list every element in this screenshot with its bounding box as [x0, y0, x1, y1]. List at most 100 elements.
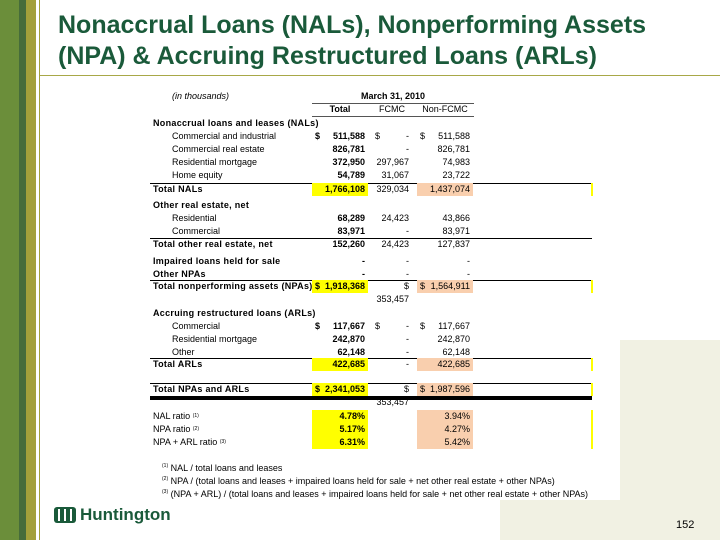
- currency-symbol: $: [375, 321, 381, 331]
- logo-text: Huntington: [80, 505, 171, 524]
- highlight-marker: [591, 183, 593, 196]
- total-cell: 6.31%: [312, 436, 368, 449]
- cell-value: 1,437,074: [429, 184, 470, 194]
- cell-value: 826,781: [332, 144, 365, 154]
- non-fcmc-cell: 3.94%: [417, 410, 473, 423]
- cell-value: 6.31%: [339, 437, 365, 447]
- cell-value: 54,789: [337, 170, 365, 180]
- fcmc-cell: -: [372, 358, 412, 371]
- table-row: Total NPAs and ARLs $2,341,053 $ 353,457 $1…: [150, 383, 593, 407]
- row-label-text: Total other real estate, net: [153, 239, 273, 249]
- table-row: Commercial real estate 826,781 - 826,781: [150, 143, 592, 156]
- cell-value: -: [406, 359, 409, 369]
- table-row: Impaired loans held for sale - - -: [150, 255, 592, 268]
- page-number: 152: [676, 519, 695, 531]
- row-label: Nonaccrual loans and leases (NALs): [153, 117, 319, 130]
- row-label: Accruing restructured loans (ARLs): [153, 307, 316, 320]
- cell-value: 297,967: [376, 157, 409, 167]
- table-row: Residential 68,289 24,423 43,866: [150, 212, 592, 225]
- non-fcmc-cell: -: [417, 268, 473, 281]
- row-label: Total NALs: [153, 183, 203, 196]
- cell-value: 62,148: [337, 347, 365, 357]
- currency-symbol: $: [420, 321, 426, 331]
- total-cell: 83,971: [312, 225, 368, 238]
- cell-value: -: [406, 334, 409, 344]
- total-rule: [150, 183, 592, 184]
- highlight-marker: [591, 383, 593, 396]
- cell-value: 83,971: [442, 226, 470, 236]
- row-label: Other real estate, net: [153, 199, 249, 212]
- header-rule: [312, 103, 474, 104]
- cell-value: 1,564,911: [430, 281, 470, 291]
- total-rule: [150, 358, 592, 359]
- total-cell: $117,667: [312, 320, 368, 333]
- row-label: NPA ratio (2): [153, 423, 199, 436]
- total-cell: -: [312, 268, 368, 281]
- non-fcmc-cell: 23,722: [417, 169, 473, 182]
- row-label: Other NPAs: [153, 268, 206, 281]
- row-label: Total NPAs and ARLs: [153, 383, 250, 396]
- column-header-non-fcmc: Non-FCMC: [422, 104, 468, 114]
- sidebar-stripe: [0, 0, 19, 540]
- total-cell: $2,341,053: [312, 383, 368, 396]
- fcmc-cell: -: [372, 225, 412, 238]
- currency-symbol: $: [375, 131, 381, 141]
- non-fcmc-cell: 826,781: [417, 143, 473, 156]
- units-label: (in thousands): [172, 91, 230, 101]
- total-cell: 5.17%: [312, 423, 368, 436]
- row-label-text: Other NPAs: [153, 269, 206, 279]
- cell-value: 422,685: [332, 359, 365, 369]
- highlight-marker: [591, 423, 593, 436]
- cell-value: -: [362, 269, 365, 279]
- total-rule: [150, 238, 592, 239]
- non-fcmc-cell: $1,564,911: [417, 280, 473, 293]
- fcmc-cell: $ -: [372, 130, 412, 143]
- table-row: Residential mortgage 242,870 - 242,870: [150, 333, 592, 346]
- sidebar-line: [39, 0, 40, 540]
- row-label-text: Total ARLs: [153, 359, 203, 369]
- fcmc-cell: -: [372, 143, 412, 156]
- non-fcmc-cell: 422,685: [417, 358, 473, 371]
- row-label: NPA + ARL ratio (3): [153, 436, 226, 449]
- row-label: Commercial: [172, 320, 220, 333]
- non-fcmc-cell: $1,987,596: [417, 383, 473, 396]
- row-label-text: Total NPAs and ARLs: [153, 384, 250, 394]
- title-divider: [40, 75, 720, 76]
- cell-value: -: [362, 256, 365, 266]
- total-cell: 152,260: [312, 238, 368, 251]
- row-label-text: Residential mortgage: [172, 157, 258, 167]
- highlight-marker: [591, 358, 593, 371]
- row-label-text: Accruing restructured loans (ARLs): [153, 308, 316, 318]
- currency-symbol: $: [315, 384, 321, 394]
- cell-value: 117,667: [438, 321, 470, 331]
- footnote-ref: (3): [219, 439, 226, 445]
- row-label-text: Commercial and industrial: [172, 131, 277, 141]
- date-header: March 31, 2010: [360, 91, 426, 101]
- footnote-mark: (3): [162, 489, 169, 495]
- cell-value: -: [406, 321, 409, 331]
- cell-value: 511,588: [332, 131, 365, 141]
- table-row: Other real estate, net: [150, 199, 592, 212]
- double-rule: [150, 398, 592, 400]
- row-label-text: Commercial real estate: [172, 144, 265, 154]
- table-row: Nonaccrual loans and leases (NALs): [150, 117, 592, 130]
- non-fcmc-cell: 242,870: [417, 333, 473, 346]
- cell-value: 1,766,108: [324, 184, 365, 194]
- row-label: NAL ratio (1): [153, 410, 199, 423]
- footnote: (2) NPA / (total loans and leases + impa…: [162, 476, 555, 486]
- total-rule: [150, 280, 592, 281]
- fcmc-cell: 297,967: [372, 156, 412, 169]
- non-fcmc-cell: 5.42%: [417, 436, 473, 449]
- cell-value: 43,866: [442, 213, 470, 223]
- row-label-text: Total NALs: [153, 184, 203, 194]
- title-line: (NPA) & Accruing Restructured Loans (ARL…: [58, 42, 597, 70]
- cell-value: 5.17%: [339, 424, 365, 434]
- total-cell: $1,918,368: [312, 280, 368, 293]
- cell-value: 1,918,368: [324, 281, 365, 291]
- page-title: Nonaccrual Loans (NALs), Nonperforming A…: [58, 10, 646, 72]
- total-rule: [150, 383, 592, 384]
- currency-symbol: $: [315, 281, 321, 291]
- cell-value: -: [406, 256, 409, 266]
- row-label: Residential mortgage: [172, 156, 257, 169]
- non-fcmc-cell: 127,837: [417, 238, 473, 251]
